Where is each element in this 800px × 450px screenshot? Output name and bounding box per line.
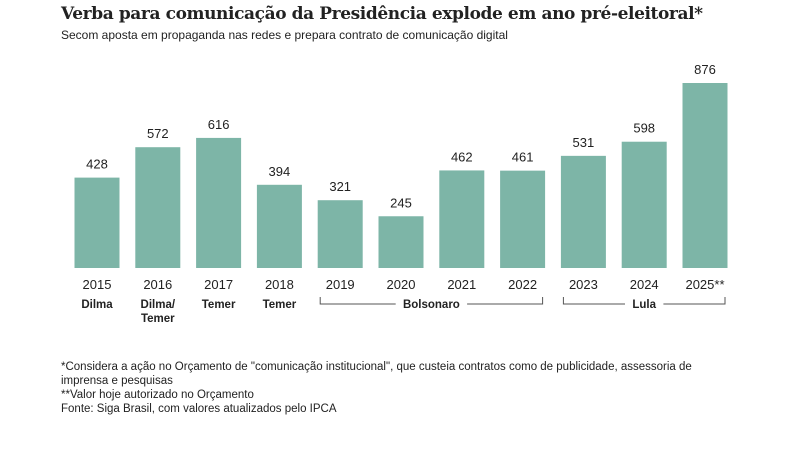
president-label: Temer [202,299,236,311]
x-tick-label-2017: 2017 [204,277,233,292]
data-label-2023: 531 [573,135,595,150]
bar-2015 [74,177,120,268]
bar-2024 [621,141,667,268]
x-tick-label-2020: 2020 [387,277,416,292]
president-label: Dilma/ [141,299,176,311]
president-label: Temer [263,299,297,311]
bar-2019 [317,200,363,268]
footnote-source: Fonte: Siga Brasil, com valores atualiza… [61,403,337,415]
x-tick-label-2025**: 2025** [685,277,724,292]
x-tick-label-2015: 2015 [83,277,112,292]
footnote-2025: **Valor hoje autorizado no Orçamento [61,389,254,401]
president-label: Dilma [81,299,113,311]
president-bracket [562,297,726,305]
bar-2021 [439,170,485,268]
bar-2017 [196,137,242,268]
x-tick-label-2016: 2016 [143,277,172,292]
data-label-2021: 462 [451,149,473,164]
x-tick-label-2022: 2022 [508,277,537,292]
chart-title: Verba para comunicação da Presidência ex… [61,4,703,24]
data-label-2017: 616 [208,117,230,132]
x-tick-label-2018: 2018 [265,277,294,292]
data-label-2022: 461 [512,150,534,165]
president-label: Lula [632,299,656,311]
footnote-definition: *Considera a ação no Orçamento de "comun… [61,361,692,387]
data-label-2019: 321 [329,179,351,194]
bar-2018 [256,184,302,268]
bar-2016 [135,147,181,268]
president-label: Temer [141,313,175,325]
data-label-2015: 428 [86,157,108,172]
chart-subtitle: Secom aposta em propaganda nas redes e p… [61,28,508,42]
bar-2023 [560,155,606,268]
bar-chart: 428 2015 572 2016 616 2017 394 2018 321 2019 245 20… [74,62,728,325]
bar-2020 [378,216,424,268]
x-tick-label-2023: 2023 [569,277,598,292]
data-label-2016: 572 [147,126,169,141]
x-tick-label-2024: 2024 [630,277,659,292]
data-label-2024: 598 [633,121,655,136]
x-tick-label-2019: 2019 [326,277,355,292]
footnotes: *Considera a ação no Orçamento de "comun… [61,360,741,416]
president-label: Bolsonaro [403,299,460,311]
data-label-2020: 245 [390,195,412,210]
bar-2025** [682,83,728,268]
bar-2022 [500,170,546,268]
data-label-2025**: 876 [694,62,716,77]
president-bracket [319,297,544,305]
x-tick-label-2021: 2021 [447,277,476,292]
data-label-2018: 394 [269,164,291,179]
